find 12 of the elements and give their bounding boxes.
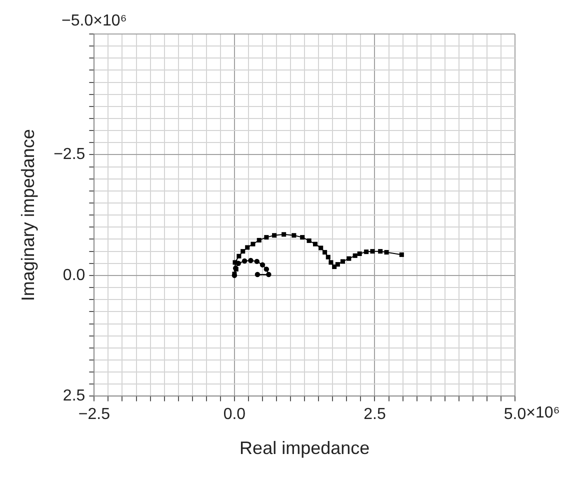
text: ×10⁶ — [93, 12, 127, 30]
y-tick-label: 2.5 — [62, 388, 86, 405]
x-tick-label: 5.0 — [504, 406, 526, 424]
y-tick-label: −5.0 — [62, 12, 94, 30]
x-axis-title: Real impedance — [240, 438, 370, 458]
y-axis-title: Imaginary impedance — [18, 129, 38, 302]
x-tick-label: 2.5 — [364, 406, 386, 424]
x-tick-label: 0.0 — [223, 406, 246, 424]
y-tick-label: −2.5 — [54, 146, 86, 164]
x-tick-label: −2.5 — [78, 406, 110, 424]
y-tick-label: 0.0 — [62, 266, 86, 284]
text: ×10⁶ — [526, 404, 560, 422]
